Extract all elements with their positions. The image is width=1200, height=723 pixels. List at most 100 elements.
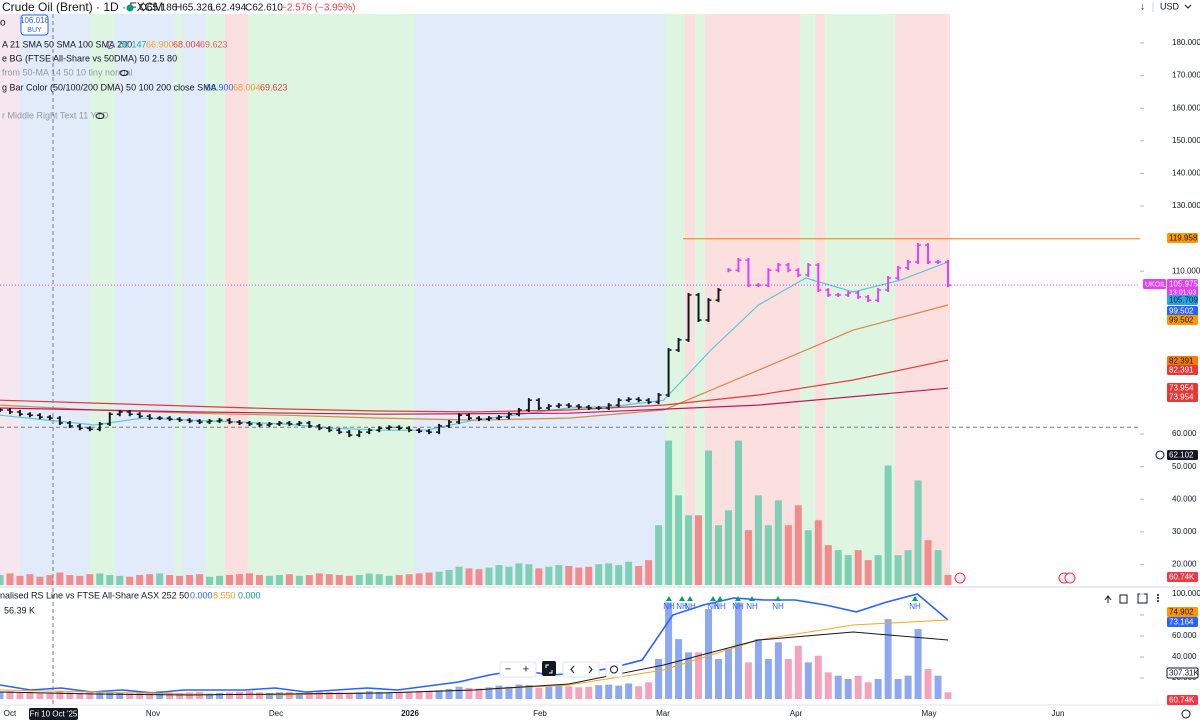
scroll-right-button[interactable] [588,665,593,674]
price-bar [446,420,453,428]
rs-histogram-bar [355,692,363,699]
fit-button[interactable] [542,661,556,676]
volume-bar [295,575,303,585]
price-bar [845,290,852,297]
volume-bar [495,565,503,585]
more-icon[interactable] [1157,597,1159,599]
price-bar [276,421,283,427]
move-up-icon[interactable] [1104,595,1112,603]
rs-histogram-bar [695,652,703,699]
price-bar [376,426,383,433]
delete-icon[interactable] [1119,594,1128,604]
reset-button[interactable] [605,661,623,678]
rs-histogram-bar [166,692,174,699]
price-bar [176,417,183,423]
time-label: Oct [4,709,17,718]
volume-bar [635,565,643,585]
rs-line [0,631,949,696]
indicator-value: 68.004 [233,82,261,92]
price-bar [196,419,203,425]
zoom-out-button[interactable]: − [505,663,511,675]
more-icon[interactable] [1157,600,1159,602]
volume-bar [236,574,243,585]
rs-histogram-bar [106,692,114,699]
new-high-marker [710,596,716,601]
volume-bar [794,505,802,585]
price-bar [705,298,712,323]
volume-bar [475,569,483,585]
price-bar [585,405,592,411]
indicator-legend: g Bar Color (50/100/200 DMA) 50 100 200 … [2,82,217,92]
volume-bar [56,572,64,585]
rs-histogram-bar [585,686,593,699]
new-high-marker [687,596,693,601]
rs-histogram-bar [944,692,952,699]
scroll-left-button[interactable] [570,665,575,674]
y-tick-label: 60.000 [1172,631,1197,640]
price-badge [1167,607,1198,617]
rs-histogram-bar [206,693,214,699]
volume-bar [156,573,164,585]
time-label: Jun [1052,709,1065,718]
price-bar [865,294,872,303]
price-bar [246,421,253,427]
rs-histogram-bar [575,687,583,699]
volume-bar [335,575,343,585]
time-label: May [921,709,936,718]
buy-button[interactable] [20,14,49,36]
price-bar [905,260,912,270]
price-badge-label: 73.164 [1169,618,1194,627]
event-flag[interactable] [1064,572,1076,584]
price-bar [675,337,682,353]
zoom-in-button[interactable]: + [523,663,529,675]
rs-histogram-bar [465,687,473,699]
price-bar [615,398,622,408]
price-bar [645,398,652,405]
price-bar [286,421,293,427]
settings-icon[interactable] [1181,709,1191,719]
volume-bar [904,550,912,585]
y-tick-label: 60.000 [1172,429,1197,438]
indicator-legend: e BG (FTSE All-Share vs 50DMA) 50 2.5 80 [2,53,177,63]
more-icon[interactable] [1157,594,1159,596]
price-bar [236,420,243,426]
price-badge-label: 82.391 [1169,357,1194,366]
price-badge [1167,306,1198,316]
down-arrow-icon[interactable]: ↓ [1140,2,1145,13]
currency[interactable]: USD [1160,1,1180,11]
rs-histogram-bar [804,662,812,699]
rs-histogram-bar [914,629,922,699]
rs-histogram-bar [305,692,313,699]
price-bar [0,407,3,412]
price-bar [46,415,53,421]
time-label: Dec [269,709,283,718]
zoom-group [499,661,537,678]
volume-bar [275,575,283,585]
price-badge [1167,450,1198,460]
price-bar [166,416,173,422]
price-badge-label: 73.954 [1169,393,1194,402]
price-badge [1167,295,1198,305]
rs-histogram-bar [565,686,573,699]
volume-bar [345,575,353,585]
price-bar [625,397,632,403]
indicator-legend: from 50-MA 14 50 10 tiny normal [2,67,133,77]
price-bar [755,283,762,288]
event-flag[interactable] [954,572,966,584]
volume-bar [385,575,393,585]
y-tick-label: 180.000 [1172,38,1200,47]
volume-label: 56.39 K [4,605,35,615]
rs-histogram-bar [595,685,603,699]
currency-chevron[interactable] [1184,4,1192,9]
rs-histogram-bar [455,686,463,699]
volume-bar [914,480,922,585]
volume-bar [166,575,174,585]
volume-bar [196,574,204,585]
cursor-time-label: Fri 10 Oct '25 [30,710,78,719]
rs-histogram-bar [485,687,493,699]
price-bar [256,422,263,427]
eye-icon [95,113,105,119]
volume-bar [874,555,882,585]
rs-histogram-bar [505,686,513,699]
